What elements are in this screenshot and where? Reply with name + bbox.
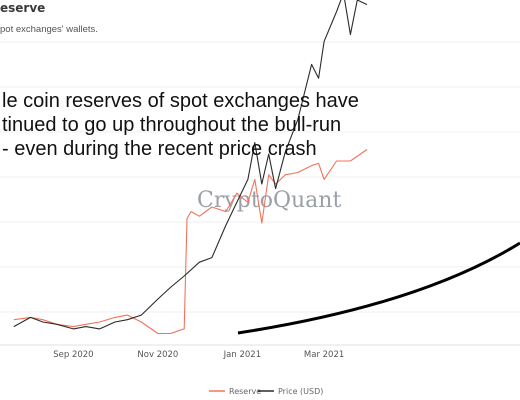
legend[interactable]: Reserve Price (USD) — [209, 387, 323, 396]
legend-label-price[interactable]: Price (USD) — [278, 387, 323, 396]
x-tick-label: Mar 2021 — [304, 350, 344, 360]
chart-title: eserve — [0, 1, 46, 15]
legend-label-reserve[interactable]: Reserve — [229, 387, 261, 396]
annotation-line-3: - even during the recent price crash — [2, 138, 317, 160]
x-tick-label: Nov 2020 — [137, 350, 178, 360]
chart-subtitle: pot exchanges' wallets. — [0, 24, 98, 35]
x-tick-label: Sep 2020 — [53, 350, 93, 360]
annotation-line-2: tinued to go up throughout the bull-run — [2, 114, 341, 136]
series-line-reserve — [13, 149, 368, 335]
x-axis-ticks: Sep 2020 Nov 2020 Jan 2021 Mar 2021 — [53, 350, 344, 360]
series-line-price — [13, 0, 368, 330]
annotation-line-1: le coin reserves of spot exchanges have — [2, 90, 359, 112]
series-layer — [13, 0, 368, 335]
x-tick-label: Jan 2021 — [223, 350, 261, 360]
annotation-text: le coin reserves of spot exchanges have … — [2, 90, 359, 160]
gridlines — [0, 41, 520, 346]
watermark: CryptoQuant — [197, 188, 341, 213]
trend-arrow-curve — [237, 241, 520, 335]
